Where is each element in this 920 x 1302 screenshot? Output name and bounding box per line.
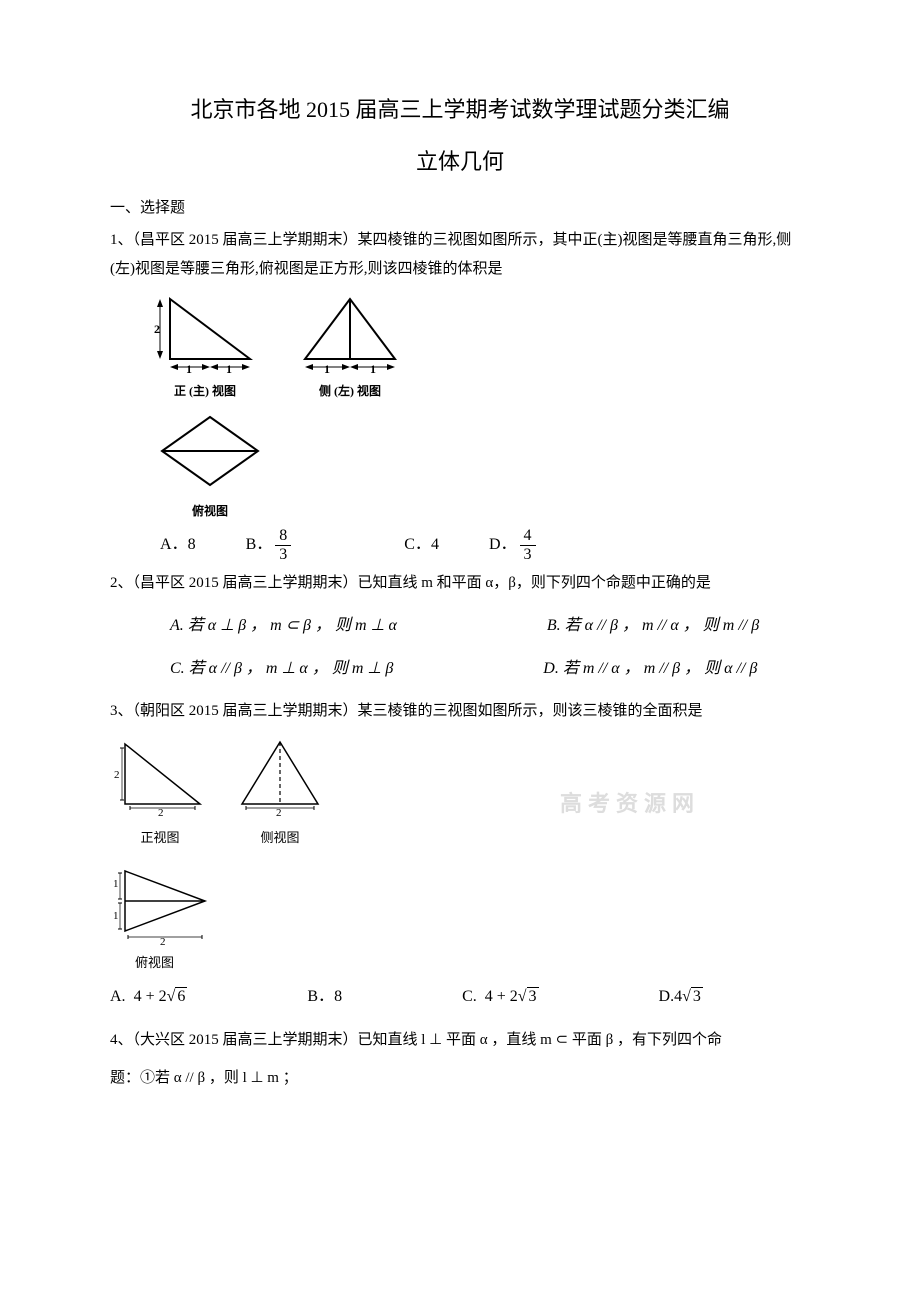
- q1-option-b: B．83: [246, 528, 295, 563]
- question-4-stem-a: 4、（大兴区 2015 届高三上学期期末）已知直线 l ⊥ 平面 α ，直线 m…: [110, 1026, 810, 1055]
- svg-text:2: 2: [160, 936, 166, 948]
- svg-text:1: 1: [113, 878, 119, 890]
- q3-option-b: B．8: [307, 983, 342, 1012]
- q1-figure-row-2: 俯视图: [150, 409, 810, 523]
- question-2-stem: 2、（昌平区 2015 届高三上学期期末）已知直线 m 和平面 α，β，则下列四…: [110, 569, 810, 598]
- q3-side-view: 2 侧视图: [230, 734, 330, 849]
- svg-text:1: 1: [226, 362, 232, 376]
- q1-front-label: 正 (主) 视图: [174, 381, 236, 403]
- q3-side-svg: 2: [230, 734, 330, 824]
- svg-text:2: 2: [158, 807, 164, 819]
- page-subtitle: 立体几何: [110, 142, 810, 182]
- q3-option-c: C. 4 + 23: [462, 983, 538, 1012]
- q2-options: A. 若 α ⊥ β ， m ⊂ β ， 则 m ⊥ α B. 若 α // β…: [170, 612, 810, 684]
- svg-text:2: 2: [154, 322, 160, 336]
- q1-top-view: 俯视图: [150, 409, 270, 523]
- q1-front-svg: 2 1 1: [150, 289, 260, 379]
- question-4-stem-b: 题：①若 α // β ，则 l ⊥ m ；: [110, 1064, 810, 1093]
- q1-top-svg: [150, 409, 270, 499]
- q3-side-label: 侧视图: [260, 826, 299, 849]
- q2-option-c: C. 若 α // β ， m ⊥ α ， 则 m ⊥ β: [170, 655, 393, 684]
- q1-side-view: 1 1 侧 (左) 视图: [290, 289, 410, 403]
- q1-side-label: 侧 (左) 视图: [319, 381, 381, 403]
- q1-side-svg: 1 1: [290, 289, 410, 379]
- q3-front-view: 2 2 正视图: [110, 734, 210, 849]
- question-3-stem: 3、（朝阳区 2015 届高三上学期期末）某三棱锥的三视图如图所示，则该三棱锥的…: [110, 697, 810, 726]
- svg-text:1: 1: [186, 362, 192, 376]
- svg-text:2: 2: [114, 769, 120, 781]
- question-1-stem: 1、（昌平区 2015 届高三上学期期末）某四棱锥的三视图如图所示，其中正(主)…: [110, 226, 810, 283]
- q2-option-b: B. 若 α // β ， m // α ， 则 m // β: [547, 612, 759, 641]
- q3-options: A. 4 + 26 B．8 C. 4 + 23 D. 43: [110, 983, 810, 1012]
- watermark: 高考资源网: [560, 784, 700, 824]
- q1-option-d: D．43: [489, 528, 539, 563]
- svg-text:1: 1: [113, 910, 119, 922]
- svg-text:1: 1: [370, 362, 376, 376]
- svg-text:1: 1: [324, 362, 330, 376]
- q3-front-svg: 2 2: [110, 734, 210, 824]
- page-title: 北京市各地 2015 届高三上学期考试数学理试题分类汇编: [110, 90, 810, 130]
- q3-top-svg: 1 1 2: [110, 859, 220, 949]
- q1-top-label: 俯视图: [192, 501, 228, 523]
- section-header: 一、选择题: [110, 195, 810, 222]
- q3-top-view: 1 1 2 俯视图: [110, 859, 810, 974]
- q1-options: A．8 B．83 C．4 D．43: [160, 528, 810, 563]
- q1-figure-row-1: 2 1 1 正 (主) 视图 1 1 侧 (左) 视图: [150, 289, 810, 403]
- q3-figures: 2 2 正视图 2: [110, 734, 810, 975]
- q3-top-label: 俯视图: [135, 951, 174, 974]
- q3-option-a: A. 4 + 26: [110, 983, 187, 1012]
- q3-option-d: D. 43: [659, 983, 703, 1012]
- q1-front-view: 2 1 1 正 (主) 视图: [150, 289, 260, 403]
- q1-option-a: A．8: [160, 531, 196, 560]
- q2-option-a: A. 若 α ⊥ β ， m ⊂ β ， 则 m ⊥ α: [170, 612, 397, 641]
- q1-option-c: C．4: [404, 531, 439, 560]
- svg-text:2: 2: [276, 807, 282, 819]
- q3-front-label: 正视图: [140, 826, 179, 849]
- q2-option-d: D. 若 m // α ， m // β ， 则 α // β: [543, 655, 757, 684]
